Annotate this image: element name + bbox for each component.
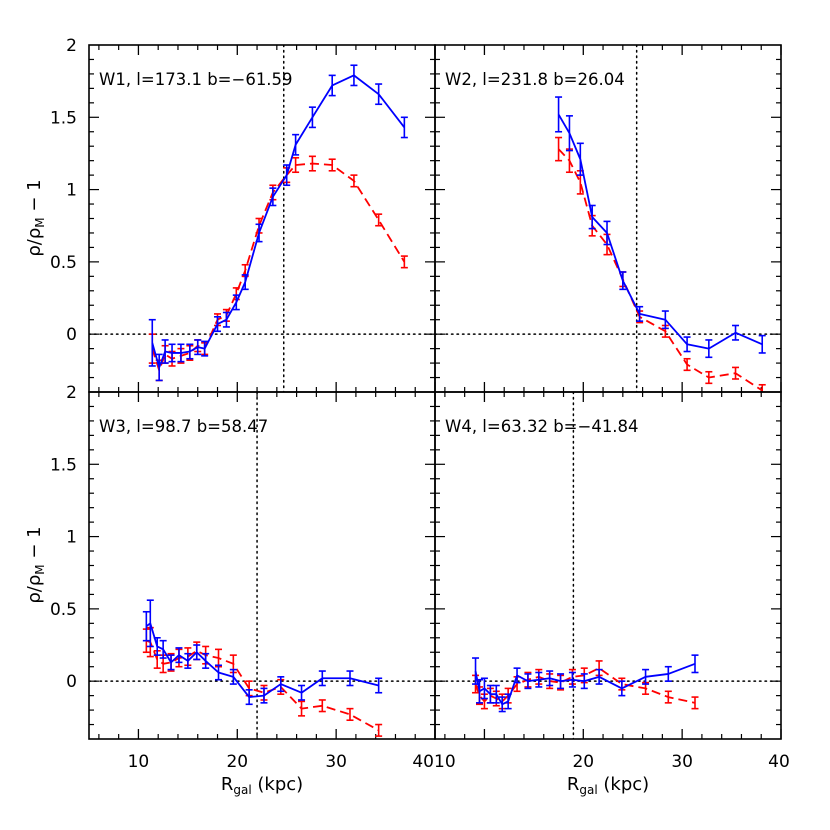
panel-2: W2, l=231.8 b=26.04: [434, 44, 782, 393]
y-tick-label: 1.5: [50, 455, 77, 475]
x-axis-title-main: R: [221, 774, 234, 795]
x-axis-title-main: R: [567, 774, 580, 795]
x-tick-label: 30: [325, 752, 347, 772]
y-tick-label: 2: [66, 36, 77, 56]
panels-layer: W1, l=173.1 b=−61.59 W2, l=231.8 b=26.04 W…: [50, 36, 790, 772]
x-axis-title-left: Rgal (kpc): [221, 774, 303, 797]
panel-frame: [434, 391, 782, 740]
y-axis-title-bottom: ρ/ρM − 1: [24, 526, 47, 603]
panel-frame: [88, 391, 436, 740]
y-axis-title-sub: M: [33, 564, 47, 574]
y-axis-title-tail: − 1: [24, 179, 45, 217]
axis-labels-layer: Rgal (kpc) Rgal (kpc) ρ/ρM − 1 ρ/ρM − 1: [24, 179, 649, 797]
panel-data: [89, 45, 435, 392]
y-axis-title-tail: − 1: [24, 526, 45, 564]
panel-1: W1, l=173.1 b=−61.59: [88, 44, 436, 393]
y-tick-label: 1: [66, 528, 77, 548]
y-axis-title-rho: ρ: [24, 592, 45, 603]
panel-label: W3, l=98.7 b=58.47: [99, 417, 268, 436]
x-tick-label: 30: [671, 752, 693, 772]
y-axis-title-rho: ρ: [24, 245, 45, 256]
panel-data: [89, 392, 435, 739]
x-tick-label: 20: [572, 752, 594, 772]
y-axis-title-rho2: ρ: [24, 228, 45, 239]
y-tick-label: 0: [66, 325, 77, 345]
panel-4: W4, l=63.32 b=−41.84: [434, 391, 782, 740]
y-tick-label: 1.5: [50, 108, 77, 128]
y-axis-title-top: ρ/ρM − 1: [24, 179, 47, 256]
y-axis-title-rho2: ρ: [24, 575, 45, 586]
red-series-line: [146, 639, 380, 732]
blue-series-line: [145, 622, 379, 698]
x-axis-title-tail: (kpc): [598, 774, 650, 795]
y-tick-label: 0.5: [50, 253, 77, 273]
y-tick-label: 2: [66, 383, 77, 403]
panel-label: W1, l=173.1 b=−61.59: [99, 70, 293, 89]
y-tick-label: 0: [66, 672, 77, 692]
y-tick-label: 1: [66, 181, 77, 201]
x-tick-label: 40: [412, 752, 434, 772]
x-tick-label: 40: [768, 752, 790, 772]
x-tick-label: 10: [128, 752, 150, 772]
panel-3: W3, l=98.7 b=58.47: [88, 391, 436, 740]
x-axis-title-right: Rgal (kpc): [567, 774, 649, 797]
x-tick-label: 20: [226, 752, 248, 772]
y-axis-title-slash: /: [24, 585, 45, 592]
red-series-line: [557, 148, 763, 392]
blue-series-line: [557, 113, 763, 350]
y-axis-title-slash: /: [24, 238, 45, 245]
x-axis-title-sub: gal: [579, 783, 597, 797]
panel-data: [435, 45, 781, 392]
y-tick-label: 0.5: [50, 600, 77, 620]
panel-label: W4, l=63.32 b=−41.84: [445, 417, 639, 436]
blue-series-line: [151, 74, 406, 369]
x-axis-title-tail: (kpc): [252, 774, 304, 795]
red-series-line: [151, 162, 406, 372]
x-tick-label: 10: [434, 752, 456, 772]
x-axis-title-sub: gal: [233, 783, 251, 797]
panel-label: W2, l=231.8 b=26.04: [445, 70, 625, 89]
panel-data: [435, 392, 781, 739]
panel-frame: [434, 44, 782, 393]
y-axis-title-sub: M: [33, 217, 47, 227]
